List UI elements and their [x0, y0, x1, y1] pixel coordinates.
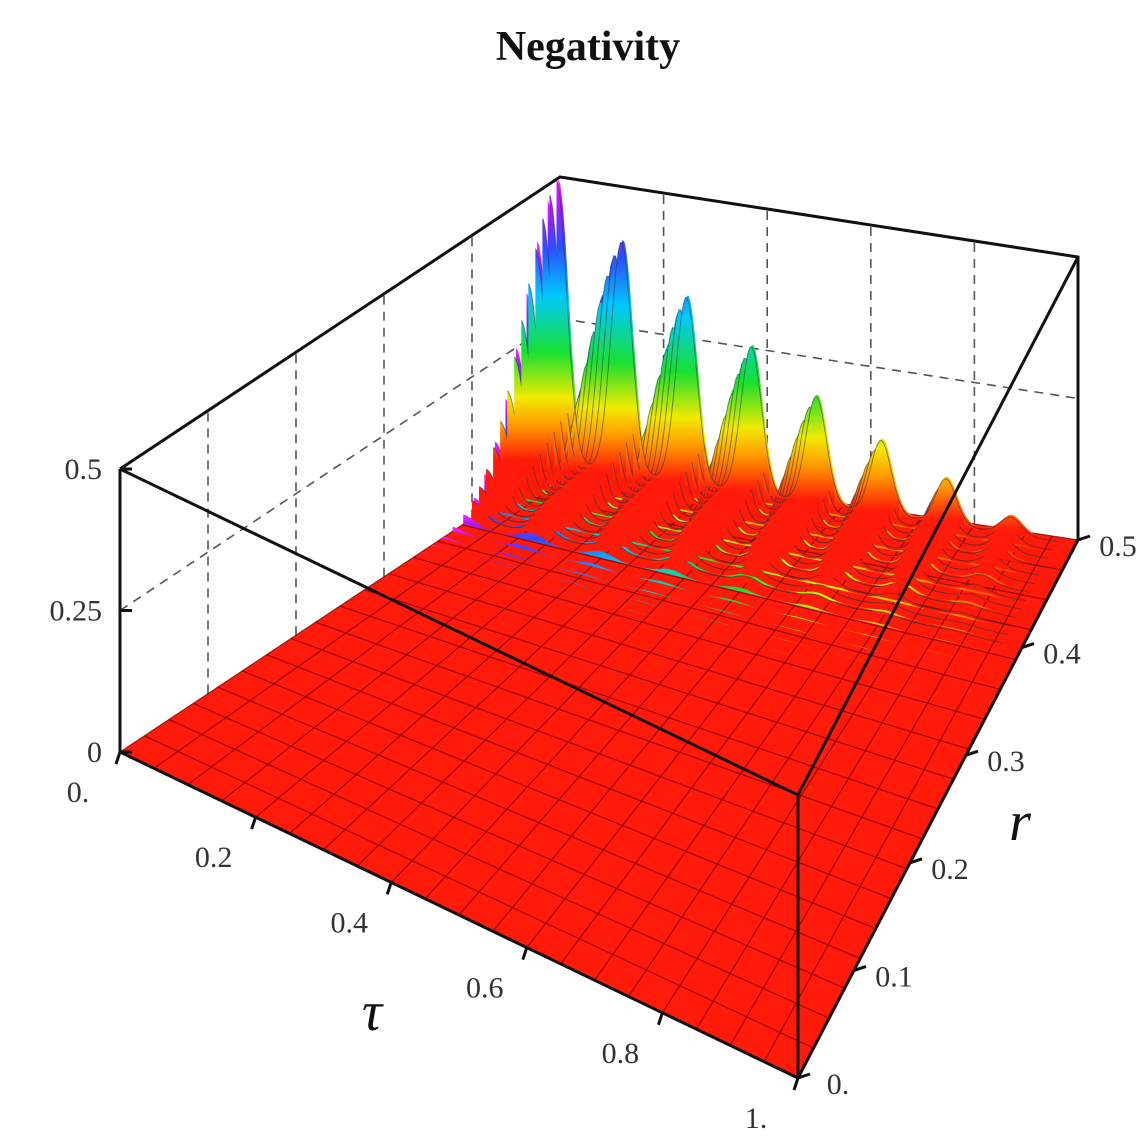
surface-peak: [559, 297, 734, 563]
y-axis-label: r: [1009, 791, 1031, 853]
surface-mesh-line: [290, 637, 908, 870]
x-tick: [656, 1012, 664, 1026]
y-tick: [797, 1072, 811, 1080]
peak-slice: [835, 602, 934, 627]
x-tick: [792, 1077, 800, 1091]
surface-base: [120, 460, 1078, 1078]
surface-mesh-line: [241, 670, 877, 930]
x-tick-label: 0.2: [195, 841, 233, 874]
peak-slice: [923, 586, 1022, 610]
box-front-bottom-edge: [119, 750, 799, 1080]
surface-peak: [903, 516, 1058, 644]
peak-slice: [639, 297, 734, 491]
peak-slice: [856, 570, 954, 596]
peak-contour: [923, 585, 1022, 610]
surface-mesh-line: [364, 589, 954, 780]
peak-contour: [908, 610, 1008, 636]
z-tick-label: 0.5: [65, 453, 103, 486]
peak-slice: [928, 577, 1026, 601]
surface-peak: [628, 346, 799, 579]
peak-slice: [954, 533, 1049, 559]
x-tick: [114, 751, 122, 765]
peak-slice: [498, 507, 597, 541]
peak-contour: [903, 618, 1003, 644]
surface-mesh-line: [339, 605, 939, 810]
y-tick-label: 0.3: [987, 745, 1025, 778]
surface-mesh-line: [388, 572, 970, 750]
x-tick-label: 0.: [67, 776, 90, 809]
peak-slice: [840, 594, 939, 619]
surface-mesh-line: [168, 719, 830, 1019]
peak-slice: [788, 550, 887, 581]
peak-slice: [834, 440, 928, 521]
peak-slice: [851, 578, 949, 603]
x-tick: [385, 881, 393, 895]
peak-slice: [918, 594, 1017, 618]
peak-slice: [899, 478, 993, 532]
peak-slice: [938, 559, 1035, 584]
y-tick-label: 0.1: [875, 960, 913, 993]
x-axis-label: τ: [362, 981, 384, 1043]
x-tick: [250, 816, 258, 830]
box-right-bottom-edge: [796, 539, 1080, 1079]
box-back-edges: [119, 175, 1080, 540]
peak-slice: [574, 242, 669, 480]
y-tick-label: 0.2: [931, 853, 969, 886]
peak-slice: [959, 525, 1054, 550]
peak-slice: [903, 619, 1003, 644]
surface-mesh-line: [413, 556, 985, 720]
peak-contour: [928, 577, 1026, 602]
surface-mesh-line: [462, 524, 1016, 661]
y-tick-label: 0.5: [1099, 530, 1137, 563]
peak-slice: [861, 560, 959, 588]
x-tick: [521, 947, 529, 961]
surface-mesh-line: [437, 540, 1001, 691]
peak-slice: [913, 602, 1012, 627]
peak-contour: [963, 516, 1058, 542]
surface-mesh-line: [217, 686, 861, 959]
y-tick: [965, 749, 979, 757]
peak-slice: [964, 517, 1058, 542]
y-tick: [1021, 642, 1035, 650]
peak-slice: [715, 541, 814, 574]
x-tick-label: 0.4: [330, 906, 368, 939]
peak-slice: [845, 586, 944, 611]
peak-slice: [566, 527, 666, 557]
y-tick-label: 0.: [827, 1068, 850, 1101]
y-tick-label: 0.4: [1043, 638, 1081, 671]
y-tick: [853, 964, 867, 972]
peak-slice: [769, 396, 863, 511]
x-tick-label: 1.: [745, 1102, 768, 1135]
peak-slice: [641, 533, 740, 566]
surface-mesh-line: [315, 621, 923, 840]
chart-title: Negativity: [496, 24, 680, 70]
z-tick-label: 0: [87, 736, 102, 769]
surface-mesh-line: [144, 735, 814, 1049]
z-tick-label: 0.25: [50, 595, 103, 628]
y-tick: [1077, 534, 1091, 542]
x-tick-label: 0.6: [466, 972, 504, 1005]
surface-mesh-line: [193, 702, 845, 989]
peak-slice: [949, 542, 1044, 567]
peak-slice: [933, 568, 1031, 593]
surface-mesh-line: [266, 654, 892, 900]
peak-slice: [486, 469, 536, 520]
peak-slice: [867, 548, 964, 580]
peak-slice: [943, 551, 1040, 576]
peak-slice: [479, 486, 529, 526]
left-wall-gridline: [119, 317, 561, 612]
peak-slice: [556, 180, 604, 470]
peak-contour: [913, 602, 1012, 627]
y-tick: [909, 857, 923, 865]
x-tick-label: 0.8: [602, 1037, 640, 1070]
peak-contour: [918, 594, 1017, 619]
peak-contour: [933, 568, 1031, 593]
back-wall-gridline: [559, 317, 1079, 400]
peak-slice: [908, 611, 1008, 635]
peak-slice: [704, 347, 798, 501]
